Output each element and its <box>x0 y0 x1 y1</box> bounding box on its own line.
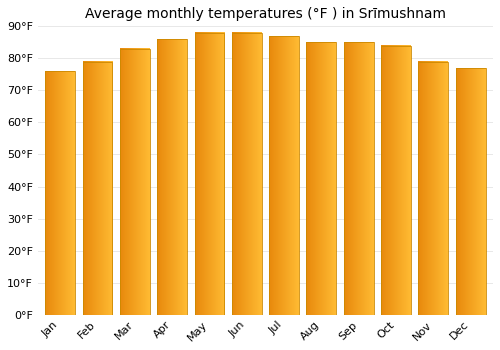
Bar <box>269 36 299 315</box>
Bar <box>306 42 336 315</box>
Bar <box>157 39 187 315</box>
Bar <box>381 46 411 315</box>
Bar <box>232 33 262 315</box>
Bar <box>120 49 150 315</box>
Bar <box>82 62 112 315</box>
Bar <box>46 71 75 315</box>
Bar <box>456 68 486 315</box>
Bar <box>194 33 224 315</box>
Title: Average monthly temperatures (°F ) in Srīmushnam: Average monthly temperatures (°F ) in Sr… <box>85 7 446 21</box>
Bar <box>418 62 448 315</box>
Bar <box>344 42 374 315</box>
